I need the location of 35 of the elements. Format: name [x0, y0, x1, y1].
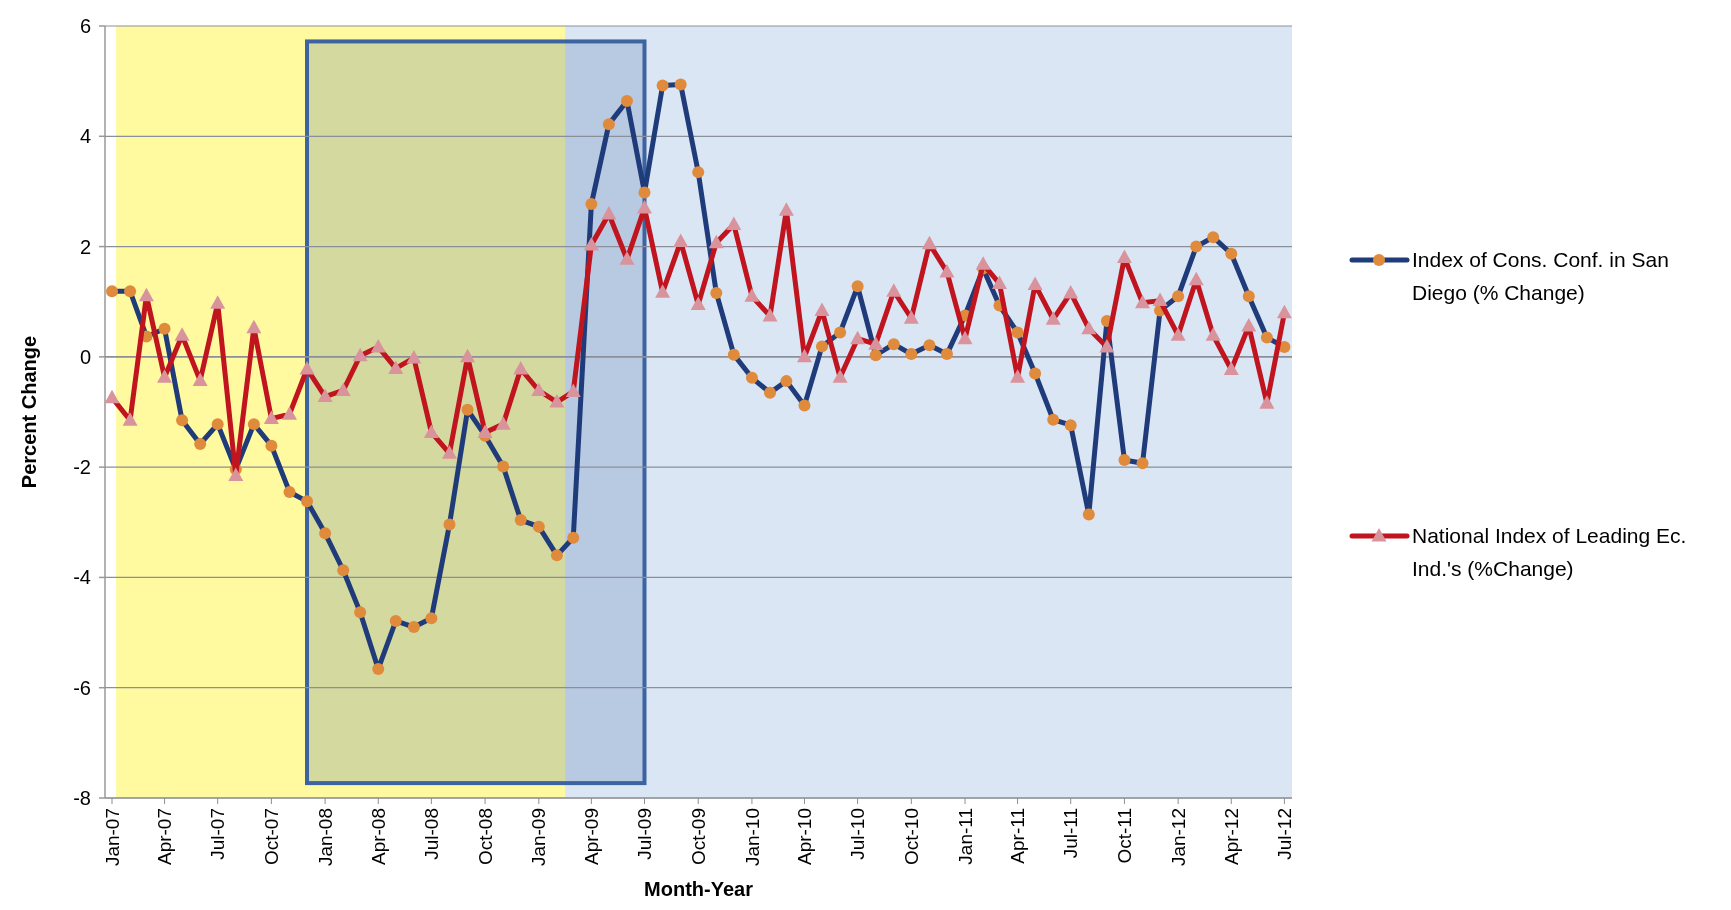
y-axis-title: Percent Change — [18, 335, 40, 489]
x-tick-label: Jan-07 — [101, 808, 123, 867]
y-tick-label: -8 — [73, 787, 91, 809]
x-tick-label: Jan-11 — [954, 808, 976, 865]
x-tick-label: Apr-09 — [581, 808, 603, 866]
x-axis-title: Month-Year — [644, 878, 754, 900]
x-tick-label: Oct-08 — [474, 808, 496, 866]
x-tick-label: Jan-08 — [314, 808, 336, 867]
y-tick-label: 2 — [79, 235, 91, 258]
legend-label: Index of Cons. Conf. in San Diego (% Change) — [1412, 248, 1669, 304]
x-tick-label: Jul-08 — [421, 808, 443, 860]
y-tick-label: -2 — [73, 456, 91, 479]
x-tick-label: Jul-09 — [634, 808, 656, 860]
y-tick-label: 6 — [79, 15, 91, 37]
x-tick-label: Jul-11 — [1060, 808, 1082, 859]
x-tick-label: Apr-08 — [367, 808, 389, 866]
x-tick-label: Jan-10 — [741, 808, 763, 867]
y-tick-label: 4 — [79, 125, 91, 148]
legend-label: National Index of Leading Ec. Ind.'s (%Change) — [1412, 524, 1687, 580]
x-tick-label: Jul-12 — [1274, 808, 1296, 860]
x-tick-label: Apr-12 — [1220, 808, 1242, 866]
x-tick-label: Jul-10 — [847, 808, 869, 860]
y-tick-label: 0 — [79, 345, 91, 368]
x-tick-label: Oct-11 — [1114, 808, 1136, 864]
y-tick-label: -4 — [73, 566, 91, 589]
x-tick-label: Jul-07 — [207, 808, 229, 860]
x-tick-label: Apr-07 — [154, 808, 176, 866]
x-tick-label: Apr-11 — [1007, 808, 1029, 864]
x-tick-label: Oct-10 — [900, 808, 922, 866]
y-tick-label: -6 — [73, 676, 91, 699]
x-tick-label: Oct-09 — [687, 808, 709, 866]
x-tick-label: Oct-07 — [261, 808, 283, 866]
x-tick-label: Jan-12 — [1167, 808, 1189, 867]
x-tick-label: Jan-09 — [528, 808, 550, 867]
x-tick-label: Apr-10 — [794, 808, 816, 866]
